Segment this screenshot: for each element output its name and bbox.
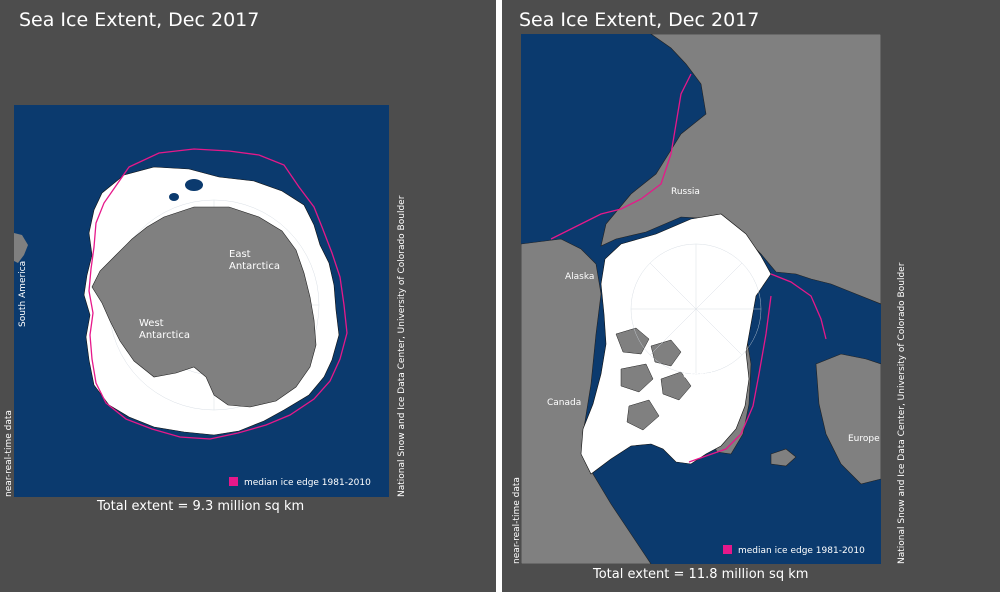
antarctic-total-extent: Total extent = 9.3 million sq km: [97, 499, 305, 514]
label-east-antarctica: East Antarctica: [229, 249, 280, 272]
antarctic-map: East Antarctica West Antarctica South Amer…: [14, 105, 389, 497]
label-alaska: Alaska: [565, 272, 594, 282]
legend-swatch: [229, 477, 238, 486]
graticule: [630, 243, 762, 375]
label-canada: Canada: [547, 398, 581, 408]
legend-label: median ice edge 1981-2010: [244, 478, 371, 488]
legend-swatch: [723, 545, 732, 554]
label-russia: Russia: [671, 187, 700, 197]
iceland-landmass: [770, 448, 797, 467]
antarctica-landmass: [91, 206, 317, 408]
median-ice-edge: [550, 73, 827, 463]
arctic-data-note: near-real-time data: [512, 477, 522, 564]
antarctic-panel: Sea Ice Extent, Dec 2017 East Antarctica …: [0, 0, 496, 592]
label-south-america: South America: [18, 261, 28, 327]
median-ice-edge: [88, 148, 348, 440]
antarctic-title: Sea Ice Extent, Dec 2017: [19, 9, 260, 31]
label-europe: Europe: [848, 434, 880, 444]
arctic-total-extent: Total extent = 11.8 million sq km: [593, 567, 809, 582]
russia-landmass: [600, 34, 881, 305]
label-west-antarctica: West Antarctica: [139, 318, 190, 341]
arctic-map: Russia Alaska Canada Greenland Europe me…: [521, 34, 881, 564]
polynya: [169, 193, 179, 201]
arctic-title: Sea Ice Extent, Dec 2017: [519, 9, 760, 31]
antarctic-credit: National Snow and Ice Data Center, Unive…: [397, 195, 407, 497]
europe-scandinavia: [815, 353, 881, 485]
polynya: [185, 179, 203, 191]
south-america-tip: [14, 233, 28, 263]
arctic-panel: Sea Ice Extent, Dec 2017: [502, 0, 1000, 592]
arctic-credit: National Snow and Ice Data Center, Unive…: [897, 262, 907, 564]
legend-label: median ice edge 1981-2010: [738, 546, 865, 556]
alaska-canada-landmass: [521, 238, 652, 564]
antarctic-data-note: near-real-time data: [4, 410, 14, 497]
canadian-archipelago: [615, 327, 692, 431]
label-greenland: Greenland: [683, 371, 730, 381]
panel-divider: [496, 0, 502, 592]
